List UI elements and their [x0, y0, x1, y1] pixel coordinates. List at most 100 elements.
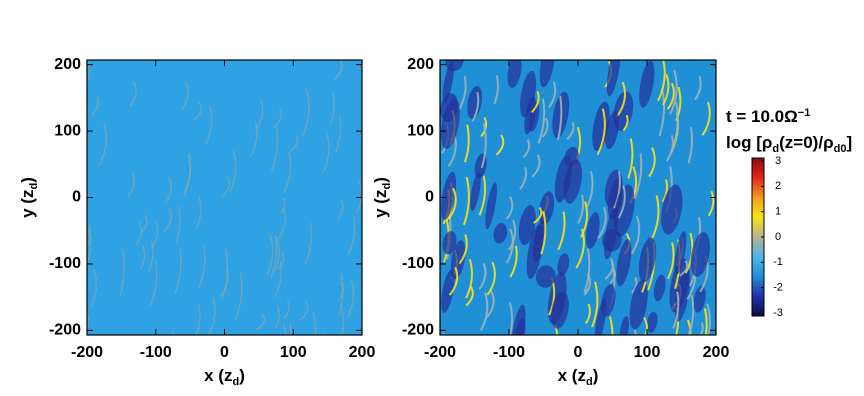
texture-patch	[441, 171, 457, 220]
texture-patch	[450, 240, 466, 280]
texture-patch	[639, 60, 655, 108]
texture-streak	[604, 257, 614, 280]
texture-streak	[148, 241, 154, 272]
texture-patch	[674, 231, 687, 275]
texture-streak	[631, 277, 638, 294]
texture-patch	[528, 101, 540, 132]
y-tick-label: -200	[402, 322, 434, 339]
texture-streak	[90, 269, 98, 306]
texture-streak	[90, 97, 99, 116]
y-tick-label: -200	[49, 322, 81, 339]
texture-patch	[563, 159, 582, 204]
quantity-annotation-part: log [ρ	[726, 133, 772, 152]
texture-patch	[601, 284, 616, 317]
texture-patch	[592, 101, 610, 152]
y-axis-label-part: d	[28, 183, 40, 190]
x-tick-label: 0	[220, 344, 229, 361]
texture-streak	[686, 319, 692, 335]
texture-streak	[458, 234, 468, 265]
texture-streak	[182, 154, 191, 194]
y-tick-label: 100	[54, 122, 81, 139]
texture-streak	[608, 316, 614, 335]
texture-streak	[329, 92, 335, 125]
texture-patch	[533, 217, 547, 263]
texture-streak	[198, 245, 206, 288]
texture-patch	[507, 60, 522, 88]
texture-streak	[119, 249, 125, 296]
texture-streak	[584, 303, 591, 325]
x-axis-label: x (zd)	[204, 366, 245, 388]
quantity-annotation-part: (z=0)/ρ	[779, 133, 833, 152]
texture-streak	[478, 262, 487, 290]
texture-streak	[273, 261, 282, 299]
texture-streak	[465, 285, 474, 307]
texture-streak	[479, 292, 489, 331]
texture-streak	[323, 332, 326, 335]
x-axis-label-part: )	[593, 366, 599, 385]
y-axis-label-part: y (z	[371, 190, 390, 218]
y-axis-label-part: y (z	[18, 190, 37, 218]
texture-streak	[522, 139, 531, 159]
texture-streak	[679, 260, 689, 277]
texture-streak	[337, 273, 344, 316]
texture-streak	[290, 135, 299, 152]
texture-patch	[442, 231, 457, 255]
texture-patch	[693, 285, 706, 313]
quantity-annotation-part: ]	[846, 133, 852, 152]
texture-streak	[701, 101, 711, 136]
texture-streak	[658, 88, 666, 137]
texture-streak	[706, 303, 711, 335]
texture-streak	[531, 154, 541, 178]
texture-streak	[448, 267, 459, 296]
x-axis-label-part: x (z	[558, 366, 586, 385]
texture-streak	[671, 101, 679, 152]
y-axis-label: y (zd)	[371, 177, 393, 218]
texture-streak	[687, 294, 695, 335]
y-axis-label-part: )	[371, 177, 390, 183]
x-tick-label: -100	[140, 344, 172, 361]
texture-streak	[556, 95, 563, 141]
texture-streak	[205, 105, 213, 145]
texture-streak	[480, 123, 487, 169]
texture-streak	[337, 199, 344, 220]
texture-streak	[208, 297, 216, 335]
texture-streak	[283, 301, 290, 319]
x-tick-label: -200	[424, 344, 456, 361]
texture-patch	[653, 274, 666, 302]
texture-streak	[97, 123, 108, 167]
texture-patch	[606, 60, 621, 97]
x-tick-label: 200	[349, 344, 376, 361]
texture-streak	[669, 69, 678, 115]
texture-streak	[666, 242, 675, 280]
texture-streak	[613, 171, 621, 209]
quantity-annotation-part: d0	[834, 143, 847, 155]
texture-streak	[164, 177, 173, 204]
texture-streak	[596, 108, 606, 156]
texture-patch	[493, 222, 508, 244]
colorbar-tick-label: 0	[775, 231, 781, 243]
texture-streak	[195, 303, 201, 335]
texture-patch	[518, 205, 536, 246]
texture-streak	[220, 175, 230, 199]
texture-streak	[687, 127, 693, 164]
texture-patch	[441, 269, 455, 313]
texture-streak	[650, 195, 660, 242]
texture-patch	[511, 304, 526, 335]
texture-streak	[322, 134, 330, 174]
x-axis-label-part: x (z	[204, 366, 232, 385]
texture-patch	[619, 315, 630, 335]
texture-streak	[333, 60, 343, 81]
texture-streak	[580, 201, 589, 238]
texture-streak	[283, 151, 292, 193]
texture-streak	[463, 124, 470, 163]
texture-streak	[282, 322, 287, 335]
colorbar-tick-label: 2	[775, 180, 781, 192]
texture-streak	[508, 302, 514, 335]
time-annotation-part: t = 10.0Ω	[726, 107, 798, 126]
texture-patch	[442, 62, 454, 103]
texture-streak	[312, 311, 317, 335]
quantity-annotation-part: d	[772, 143, 779, 155]
texture-patch	[470, 172, 481, 212]
texture-streak	[505, 228, 514, 264]
texture-streak	[139, 245, 146, 270]
